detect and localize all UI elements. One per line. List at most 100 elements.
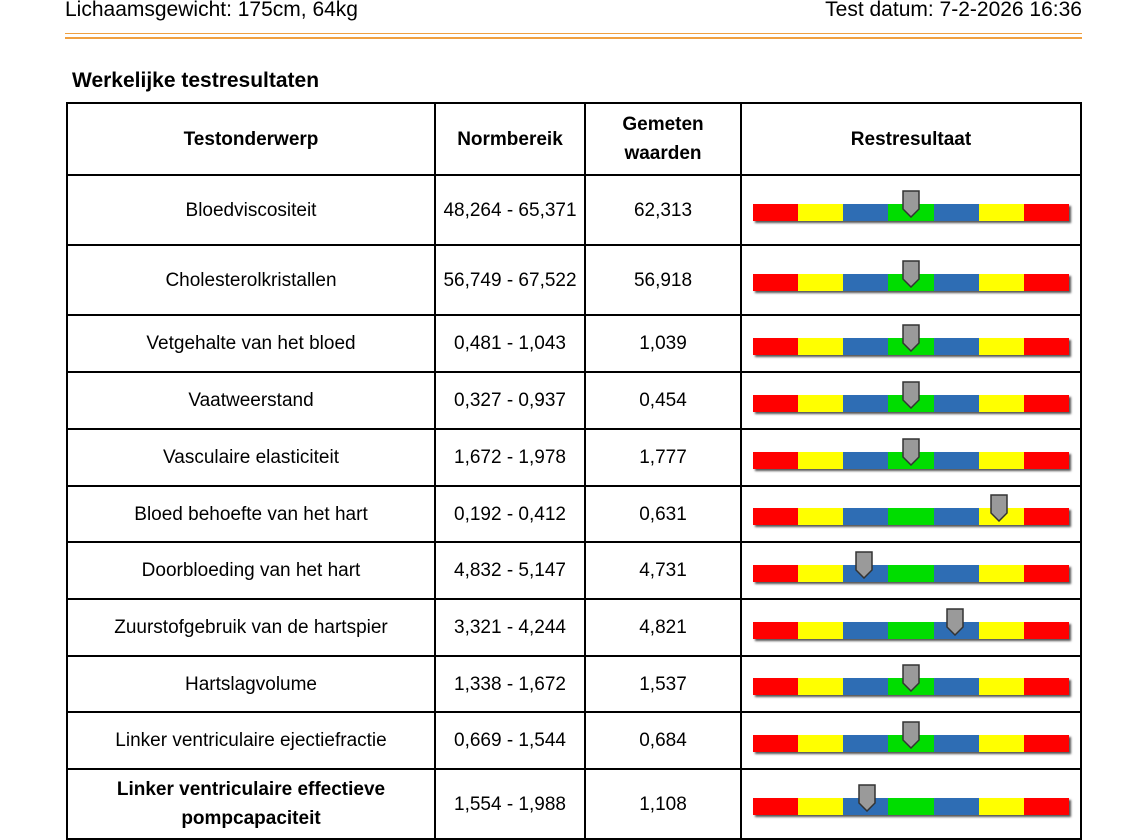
norm-range: 56,749 - 67,522 [434,244,586,316]
measured-value: 0,684 [584,711,742,770]
gauge-segment [1023,734,1069,752]
result-cell [740,485,1082,543]
gauge-segment [798,734,844,752]
gauge-segment [798,204,844,221]
gauge-pointer [946,607,964,636]
table-row: Linker ventriculaire effectieve pompcapa… [66,768,1082,840]
gauge-segment [1023,451,1069,469]
gauge-pointer [990,494,1009,522]
table-row: Zuurstofgebruik van de hartspier 3,321 - … [66,598,1082,657]
pointer-shape [902,260,920,288]
test-name: Cholesterolkristallen [66,244,436,316]
gauge-segment [888,564,934,582]
test-name: Hartslagvolume [66,655,436,713]
gauge-segment [843,678,889,695]
gauge-segment [933,798,979,815]
norm-range: 0,327 - 0,937 [434,371,586,430]
gauge-segment [798,621,844,639]
gauge-bar [753,451,1069,469]
measured-value: 4,821 [584,598,742,657]
pointer-shape [902,380,920,409]
gauge-pointer [902,664,920,692]
gauge-bar [753,798,1069,815]
gauge-bar [753,274,1069,291]
column-header: Restresultaat [740,102,1082,176]
table-row: Cholesterolkristallen 56,749 - 67,522 56,9… [66,244,1082,316]
result-cell [740,711,1082,770]
pointer-shape [858,784,876,812]
gauge-segment [753,564,799,582]
pointer-shape [902,664,920,692]
table-row: Hartslagvolume 1,338 - 1,672 1,537 [66,655,1082,713]
gauge-segment [1023,621,1069,639]
result-cell [740,655,1082,713]
result-cell [740,371,1082,430]
header-row: Testonderwerp Normbereik Gemeten waarden Re… [66,102,1082,176]
gauge-segment [798,394,844,412]
gauge-segment [978,798,1024,815]
gauge-segment [798,337,844,355]
result-gauge [753,607,1069,648]
test-name: Vasculaire elasticiteit [66,428,436,487]
result-gauge [753,494,1069,534]
measured-value: 1,039 [584,314,742,373]
measured-value: 56,918 [584,244,742,316]
gauge-segment [978,451,1024,469]
norm-range: 1,672 - 1,978 [434,428,586,487]
pointer-shape [946,607,964,636]
gauge-bar [753,508,1069,525]
measured-value: 0,631 [584,485,742,543]
test-name: Vaatweerstand [66,371,436,430]
norm-range: 0,669 - 1,544 [434,711,586,770]
result-cell [740,541,1082,600]
measured-value: 1,777 [584,428,742,487]
gauge-segment [933,564,979,582]
table-row: Bloedviscositeit 48,264 - 65,371 62,313 [66,174,1082,246]
table-row: Bloed behoefte van het hart 0,192 - 0,412… [66,485,1082,543]
test-date: Test datum: 7-2-2026 16:36 [825,0,1082,21]
norm-range: 0,192 - 0,412 [434,485,586,543]
result-gauge [753,664,1069,704]
gauge-segment [843,734,889,752]
pointer-shape [902,323,920,352]
result-cell [740,174,1082,246]
measured-value: 1,537 [584,655,742,713]
gauge-segment [933,508,979,525]
patient-info: Lichaamsgewicht: 175cm, 64kg [65,0,358,21]
table-row: Vaatweerstand 0,327 - 0,937 0,454 [66,371,1082,430]
pointer-shape [990,494,1009,522]
gauge-segment [843,204,889,221]
gauge-pointer [902,720,920,749]
gauge-segment [933,678,979,695]
result-cell [740,598,1082,657]
gauge-segment [753,798,799,815]
gauge-pointer [902,323,920,352]
table-body: Bloedviscositeit 48,264 - 65,371 62,313 Cho… [66,174,1082,840]
table-row: Vetgehalte van het bloed 0,481 - 1,043 1,0… [66,314,1082,373]
gauge-segment [933,337,979,355]
gauge-segment [798,798,844,815]
gauge-pointer [858,784,876,812]
table-row: Linker ventriculaire ejectiefractie 0,669… [66,711,1082,770]
pointer-shape [902,190,920,218]
gauge-segment [843,394,889,412]
gauge-segment [1023,678,1069,695]
gauge-segment [753,394,799,412]
gauge-bar [753,678,1069,695]
gauge-segment [978,678,1024,695]
section-title: Werkelijke testresultaten [72,69,320,92]
gauge-segment [753,337,799,355]
gauge-bar [753,337,1069,355]
test-name: Bloed behoefte van het hart [66,485,436,543]
norm-range: 4,832 - 5,147 [434,541,586,600]
gauge-segment [978,274,1024,291]
result-gauge [753,784,1069,824]
table-row: Doorbloeding van het hart 4,832 - 5,147 4,… [66,541,1082,600]
gauge-pointer [902,437,920,466]
pointer-shape [854,550,873,579]
gauge-segment [753,451,799,469]
gauge-segment [843,508,889,525]
gauge-segment [753,204,799,221]
gauge-segment [753,678,799,695]
